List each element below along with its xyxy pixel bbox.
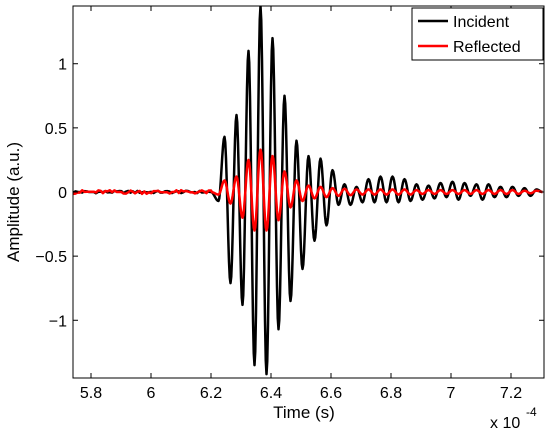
legend-label-incident: Incident [453, 14, 510, 31]
legend: Incident Reflected [411, 7, 544, 61]
x-axis-label: Time (s) [273, 403, 335, 422]
series-line-reflected [73, 148, 543, 232]
y-tick-label: −1 [49, 313, 67, 330]
x-tick-label: 6.8 [380, 385, 402, 402]
ticks-layer: 5.8 6 6.2 6.4 6.6 6.8 7 7.2 −1 −0.5 0 0.5 1 [35, 6, 544, 402]
x-multiplier-label: x 10 [490, 415, 520, 432]
series-line-incident [73, 6, 543, 376]
x-multiplier-exponent: -4 [526, 405, 537, 419]
y-tick-label: 0.5 [45, 121, 67, 138]
y-tick-label: 1 [58, 57, 67, 74]
y-tick-label: −0.5 [35, 249, 67, 266]
x-tick-label: 7 [447, 385, 456, 402]
y-tick-label: 0 [58, 185, 67, 202]
legend-label-reflected: Reflected [453, 39, 521, 56]
x-tick-label: 6.2 [200, 385, 222, 402]
x-tick-label: 7.2 [500, 385, 522, 402]
legend-box [411, 7, 544, 61]
y-axis-label: Amplitude (a.u.) [4, 142, 23, 262]
x-tick-label: 6.4 [260, 385, 282, 402]
x-tick-label: 6.6 [320, 385, 342, 402]
x-tick-label: 6 [147, 385, 156, 402]
series-layer [73, 6, 543, 376]
x-tick-label: 5.8 [80, 385, 102, 402]
